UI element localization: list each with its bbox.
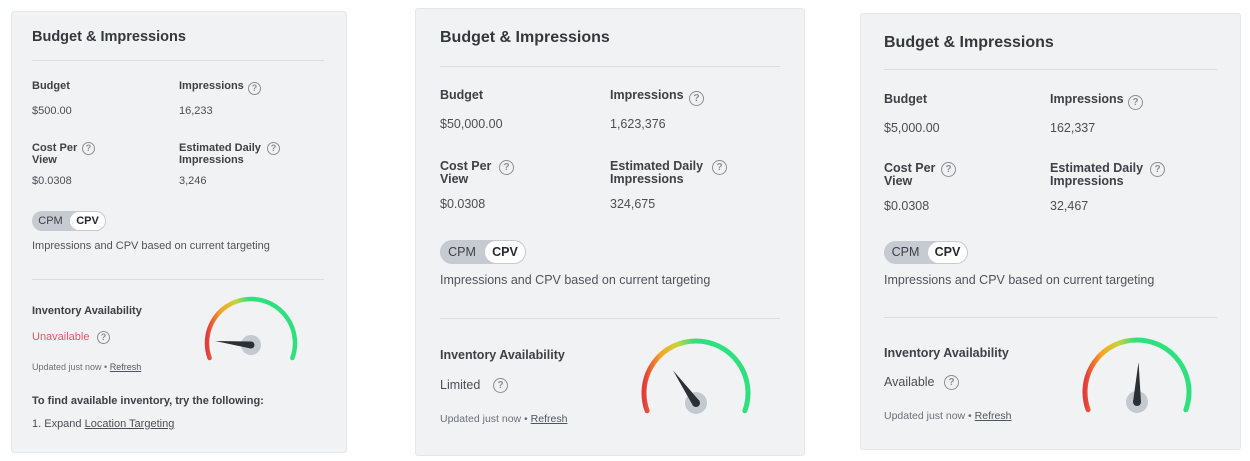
cost-per-view-label: Cost Per View xyxy=(884,161,936,189)
divider xyxy=(884,69,1217,70)
inventory-status: Available xyxy=(884,375,935,389)
impressions-value: 16,233 xyxy=(179,105,213,117)
budget-value: $500.00 xyxy=(32,105,72,117)
availability-gauge xyxy=(641,338,751,414)
budget-label: Budget xyxy=(440,88,484,102)
question-circle-icon[interactable]: ? xyxy=(499,160,514,175)
toggle-option-cpv[interactable]: CPV xyxy=(928,242,967,263)
cpm-cpv-toggle[interactable]: CPM CPV xyxy=(440,240,526,264)
toggle-option-cpm[interactable]: CPM xyxy=(448,245,476,259)
question-circle-icon[interactable]: ? xyxy=(1128,95,1143,110)
impressions-value: 1,623,376 xyxy=(610,117,666,131)
gauge-needle-pivot xyxy=(692,399,700,407)
cost-per-view-value: $0.0308 xyxy=(440,197,486,211)
updated-status: Updated just now • Refresh xyxy=(884,410,1011,422)
card-title: Budget & Impressions xyxy=(884,34,1054,51)
updated-status: Updated just now • Refresh xyxy=(32,362,141,372)
toggle-option-cpm[interactable]: CPM xyxy=(891,245,920,259)
impressions-label: Impressions xyxy=(610,88,684,102)
question-circle-icon[interactable]: ? xyxy=(97,331,110,344)
question-circle-icon[interactable]: ? xyxy=(1150,162,1165,177)
inventory-status: Unavailable xyxy=(32,331,90,343)
gauge-arc xyxy=(1082,337,1192,413)
impressions-label: Impressions xyxy=(179,80,244,92)
gauge-needle-pivot xyxy=(247,341,255,349)
updated-text: Updated just now • xyxy=(32,362,108,372)
targeting-note: Impressions and CPV based on current tar… xyxy=(32,240,270,252)
question-circle-icon[interactable]: ? xyxy=(82,142,95,155)
inventory-status: Limited xyxy=(440,378,481,392)
budget-label: Budget xyxy=(32,80,70,92)
refresh-link[interactable]: Refresh xyxy=(974,410,1012,422)
budget-card-2: Budget & Impressions Budget $50,000.00 I… xyxy=(415,8,805,456)
divider xyxy=(32,279,324,280)
refresh-link[interactable]: Refresh xyxy=(530,413,568,425)
gauge-arc xyxy=(641,338,751,414)
gauge-needle xyxy=(672,370,700,406)
inventory-availability-label: Inventory Availability xyxy=(884,346,1009,360)
inventory-availability-label: Inventory Availability xyxy=(440,348,565,362)
gauge-needle xyxy=(1133,362,1141,403)
impressions-label: Impressions xyxy=(1050,92,1124,106)
question-circle-icon[interactable]: ? xyxy=(944,375,959,390)
availability-gauge xyxy=(1082,337,1192,413)
question-circle-icon[interactable]: ? xyxy=(493,378,508,393)
suggestion-title: To find available inventory, try the fol… xyxy=(32,395,264,407)
budget-value: $5,000.00 xyxy=(884,121,940,135)
cost-per-view-label: Cost Per View xyxy=(32,142,78,166)
refresh-link[interactable]: Refresh xyxy=(109,362,142,372)
question-circle-icon[interactable]: ? xyxy=(689,91,704,106)
divider xyxy=(884,317,1217,318)
estimated-daily-impressions-value: 324,675 xyxy=(610,197,656,211)
updated-text: Updated just now • xyxy=(884,410,972,422)
divider xyxy=(440,66,780,67)
budget-label: Budget xyxy=(884,92,928,106)
card-title: Budget & Impressions xyxy=(32,29,186,45)
gauge-needle-pivot xyxy=(1133,398,1141,406)
card-title: Budget & Impressions xyxy=(440,29,610,46)
inventory-availability-label: Inventory Availability xyxy=(32,305,142,317)
suggestion-item-prefix: 1. Expand xyxy=(32,418,82,430)
toggle-option-cpv[interactable]: CPV xyxy=(70,212,105,230)
cpm-cpv-toggle[interactable]: CPM CPV xyxy=(884,241,968,264)
cpm-cpv-toggle[interactable]: CPM CPV xyxy=(32,211,106,231)
divider xyxy=(440,318,780,319)
question-circle-icon[interactable]: ? xyxy=(267,142,280,155)
cost-per-view-value: $0.0308 xyxy=(884,199,930,213)
question-circle-icon[interactable]: ? xyxy=(941,162,956,177)
cost-per-view-value: $0.0308 xyxy=(32,175,72,187)
toggle-option-cpv[interactable]: CPV xyxy=(485,241,525,263)
budget-card-1: Budget & Impressions Budget $500.00 Impr… xyxy=(11,11,347,453)
cost-per-view-label: Cost Per View xyxy=(440,159,492,187)
availability-gauge xyxy=(204,296,298,361)
suggestion-item: 1. Expand Location Targeting xyxy=(32,418,174,430)
divider xyxy=(32,60,324,61)
toggle-option-cpm[interactable]: CPM xyxy=(38,215,63,227)
updated-text: Updated just now • xyxy=(440,413,528,425)
budget-value: $50,000.00 xyxy=(440,117,503,131)
impressions-value: 162,337 xyxy=(1050,121,1096,135)
estimated-daily-impressions-label: Estimated Daily Impressions xyxy=(179,142,261,166)
updated-status: Updated just now • Refresh xyxy=(440,413,567,425)
estimated-daily-impressions-value: 32,467 xyxy=(1050,199,1089,213)
targeting-note: Impressions and CPV based on current tar… xyxy=(884,273,1155,287)
targeting-note: Impressions and CPV based on current tar… xyxy=(440,273,711,287)
estimated-daily-impressions-label: Estimated Daily Impressions xyxy=(1050,161,1144,189)
budget-card-3: Budget & Impressions Budget $5,000.00 Im… xyxy=(860,13,1241,450)
gauge-arc xyxy=(204,296,298,361)
gauge-needle xyxy=(215,340,252,349)
question-circle-icon[interactable]: ? xyxy=(248,82,261,95)
question-circle-icon[interactable]: ? xyxy=(712,160,727,175)
estimated-daily-impressions-value: 3,246 xyxy=(179,175,207,187)
estimated-daily-impressions-label: Estimated Daily Impressions xyxy=(610,159,704,187)
location-targeting-link[interactable]: Location Targeting xyxy=(84,418,175,430)
